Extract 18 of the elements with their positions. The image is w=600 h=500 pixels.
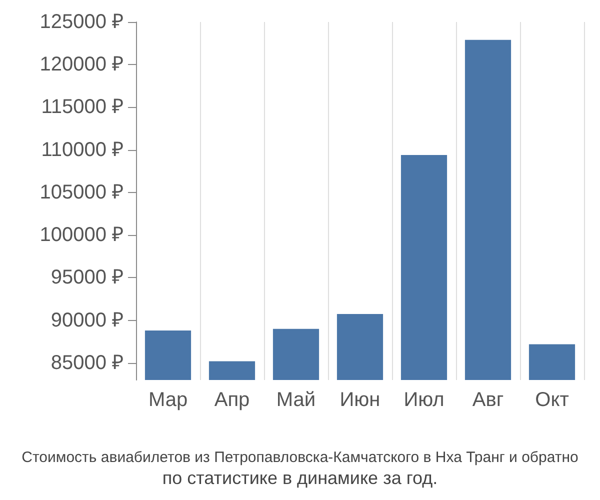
x-tick-label: Авг: [472, 389, 504, 411]
y-tick-label: 85000 ₽: [50, 352, 124, 374]
x-tick-label: Мар: [148, 389, 188, 411]
y-tick-label: 100000 ₽: [40, 224, 124, 246]
y-tick-label: 125000 ₽: [40, 11, 124, 33]
y-tick-label: 95000 ₽: [50, 266, 124, 289]
y-tick-label: 110000 ₽: [41, 138, 124, 161]
x-tick-label: Июн: [340, 389, 380, 411]
x-tick-label: Апр: [214, 389, 250, 411]
y-tick-label: 90000 ₽: [50, 309, 124, 332]
y-tick-label: 105000 ₽: [40, 181, 124, 204]
text: по статистике в динамике за год.: [162, 468, 438, 488]
y-tick-label: 115000 ₽: [41, 96, 124, 118]
x-tick-label: Май: [276, 389, 316, 411]
x-tick-label: Окт: [535, 389, 569, 411]
y-tick-label: 120000 ₽: [40, 54, 124, 76]
text: Стоимость авиабилетов из Петропавловска-Камчатского в Нха Транг и обратно: [22, 449, 578, 466]
x-tick-label: Июл: [404, 389, 444, 411]
